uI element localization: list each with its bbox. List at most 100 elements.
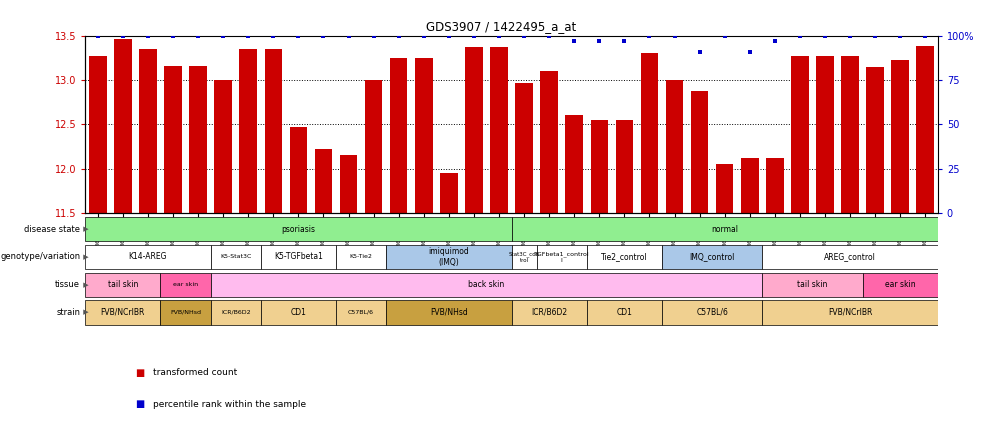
Point bbox=[341, 32, 357, 39]
Bar bbox=[210, 273, 762, 297]
Text: FVB/NCrIBR: FVB/NCrIBR bbox=[100, 308, 145, 317]
Bar bbox=[261, 245, 336, 269]
Point bbox=[215, 32, 231, 39]
Point bbox=[265, 32, 281, 39]
Bar bbox=[214, 80, 231, 213]
Text: tail skin: tail skin bbox=[797, 280, 827, 289]
Text: Stat3C_con
trol: Stat3C_con trol bbox=[508, 251, 539, 263]
Bar bbox=[665, 80, 682, 213]
Text: FVB/NCrIBR: FVB/NCrIBR bbox=[827, 308, 872, 317]
Point bbox=[741, 48, 758, 55]
Bar bbox=[114, 39, 131, 213]
Bar bbox=[536, 245, 586, 269]
Point bbox=[691, 48, 707, 55]
Point bbox=[615, 37, 632, 44]
Bar bbox=[210, 245, 261, 269]
Text: ICR/B6D2: ICR/B6D2 bbox=[220, 310, 250, 315]
Bar bbox=[511, 245, 536, 269]
Bar bbox=[340, 155, 357, 213]
Bar bbox=[160, 273, 210, 297]
Text: CD1: CD1 bbox=[291, 308, 306, 317]
Text: K5-Stat3C: K5-Stat3C bbox=[219, 254, 252, 259]
Text: IMQ_control: IMQ_control bbox=[688, 253, 734, 262]
Text: genotype/variation: genotype/variation bbox=[0, 253, 80, 262]
Point bbox=[817, 32, 833, 39]
Bar bbox=[386, 300, 511, 325]
Bar bbox=[762, 273, 862, 297]
Bar bbox=[715, 164, 732, 213]
Text: K5-Tie2: K5-Tie2 bbox=[350, 254, 372, 259]
Point bbox=[917, 32, 933, 39]
Bar bbox=[89, 56, 106, 213]
Text: FVB/NHsd: FVB/NHsd bbox=[170, 310, 200, 315]
Bar bbox=[85, 245, 210, 269]
Point bbox=[415, 32, 431, 39]
Text: psoriasis: psoriasis bbox=[282, 225, 315, 234]
Text: C57BL/6: C57BL/6 bbox=[695, 308, 727, 317]
Bar bbox=[390, 58, 407, 213]
Text: K14-AREG: K14-AREG bbox=[128, 253, 167, 262]
Bar bbox=[586, 300, 661, 325]
Bar bbox=[640, 53, 657, 213]
Bar bbox=[189, 66, 206, 213]
Bar bbox=[515, 83, 532, 213]
Bar bbox=[766, 158, 783, 213]
Bar bbox=[290, 127, 307, 213]
Point bbox=[391, 32, 407, 39]
Bar bbox=[261, 300, 336, 325]
Point bbox=[641, 32, 657, 39]
Text: normal: normal bbox=[710, 225, 737, 234]
Text: CD1: CD1 bbox=[616, 308, 631, 317]
Text: ▶: ▶ bbox=[81, 226, 89, 232]
Bar bbox=[85, 273, 160, 297]
Text: ▶: ▶ bbox=[81, 281, 89, 288]
Bar bbox=[139, 49, 156, 213]
Bar bbox=[866, 67, 883, 213]
Point bbox=[441, 32, 457, 39]
Bar bbox=[210, 300, 261, 325]
Bar bbox=[511, 300, 586, 325]
Bar bbox=[365, 80, 382, 213]
Point bbox=[140, 32, 156, 39]
Text: percentile rank within the sample: percentile rank within the sample bbox=[153, 400, 307, 408]
Bar bbox=[791, 56, 808, 213]
Point bbox=[365, 32, 381, 39]
Bar bbox=[160, 300, 210, 325]
Point bbox=[291, 32, 307, 39]
Text: back skin: back skin bbox=[468, 280, 504, 289]
Bar bbox=[841, 56, 858, 213]
Text: K5-TGFbeta1: K5-TGFbeta1 bbox=[274, 253, 323, 262]
Bar bbox=[540, 71, 557, 213]
Text: transformed count: transformed count bbox=[153, 369, 237, 377]
Point bbox=[892, 32, 908, 39]
Text: TGFbeta1_control
l: TGFbeta1_control l bbox=[533, 251, 589, 263]
Point bbox=[591, 37, 607, 44]
Bar bbox=[565, 115, 582, 213]
Bar bbox=[661, 300, 762, 325]
Text: disease state: disease state bbox=[24, 225, 80, 234]
Bar bbox=[415, 58, 432, 213]
Bar bbox=[336, 245, 386, 269]
Bar bbox=[816, 56, 833, 213]
Bar bbox=[762, 300, 937, 325]
Bar bbox=[511, 217, 937, 242]
Point bbox=[491, 32, 506, 39]
Bar bbox=[762, 245, 937, 269]
Text: Tie2_control: Tie2_control bbox=[600, 253, 647, 262]
Text: ▶: ▶ bbox=[81, 309, 89, 316]
Text: tail skin: tail skin bbox=[107, 280, 138, 289]
Bar bbox=[916, 46, 933, 213]
Bar bbox=[490, 47, 507, 213]
Text: strain: strain bbox=[56, 308, 80, 317]
Bar bbox=[440, 173, 457, 213]
Bar bbox=[615, 120, 632, 213]
Bar bbox=[336, 300, 386, 325]
Bar bbox=[386, 245, 511, 269]
Text: ▶: ▶ bbox=[81, 254, 89, 260]
Bar bbox=[164, 66, 181, 213]
Point bbox=[767, 37, 783, 44]
Point bbox=[666, 32, 682, 39]
Text: AREG_control: AREG_control bbox=[824, 253, 875, 262]
Bar bbox=[85, 217, 511, 242]
Point bbox=[466, 32, 482, 39]
